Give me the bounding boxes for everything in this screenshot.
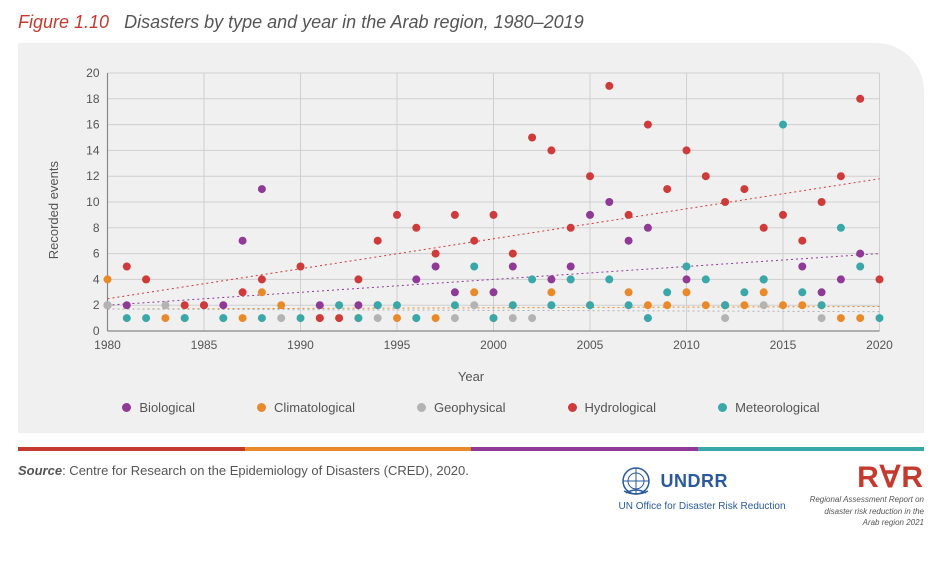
rar-sub1: Regional Assessment Report on: [810, 495, 924, 505]
logos: UNDRR UN Office for Disaster Risk Reduct…: [618, 463, 924, 528]
color-bar-segment: [471, 447, 698, 451]
svg-text:1995: 1995: [384, 338, 411, 352]
svg-text:2020: 2020: [866, 338, 893, 352]
legend-item: Meteorological: [718, 400, 820, 415]
legend-label: Hydrological: [585, 400, 657, 415]
scatter-plot: 0 2 4 6 8 10 12 14 16 18 20 1980 1985 1990 1995 2000 200…: [67, 65, 896, 355]
svg-text:2000: 2000: [480, 338, 507, 352]
svg-text:2015: 2015: [770, 338, 797, 352]
source-text: Source: Centre for Research on the Epide…: [18, 463, 469, 478]
legend-label: Climatological: [274, 400, 355, 415]
legend-item: Hydrological: [568, 400, 657, 415]
source-label: Source: [18, 463, 62, 478]
legend-item: Geophysical: [417, 400, 506, 415]
legend-dot-icon: [122, 403, 131, 412]
color-bar-segment: [698, 447, 925, 451]
legend-item: Biological: [122, 400, 195, 415]
legend-dot-icon: [718, 403, 727, 412]
undrr-name: UNDRR: [660, 471, 728, 492]
rar-logo-text: R∀R: [810, 463, 924, 493]
rar-sub2: disaster risk reduction in the: [810, 507, 924, 517]
legend-dot-icon: [568, 403, 577, 412]
chart-card: Recorded events 0 2 4 6 8 10 12 14 16 18 20 1980 198…: [18, 43, 924, 433]
svg-text:2005: 2005: [577, 338, 604, 352]
figure-text: Disasters by type and year in the Arab r…: [124, 12, 584, 32]
legend-label: Geophysical: [434, 400, 506, 415]
color-bar: [18, 447, 924, 451]
source-body: : Centre for Research on the Epidemiolog…: [62, 463, 469, 478]
svg-text:0: 0: [93, 324, 100, 338]
legend-dot-icon: [417, 403, 426, 412]
color-bar-segment: [245, 447, 472, 451]
figure-number: Figure 1.10: [18, 12, 109, 32]
svg-text:6: 6: [93, 247, 100, 261]
un-emblem-icon: [618, 463, 654, 499]
svg-text:1980: 1980: [94, 338, 121, 352]
svg-text:2010: 2010: [673, 338, 700, 352]
svg-text:18: 18: [86, 92, 100, 106]
svg-text:2: 2: [93, 298, 100, 312]
legend-item: Climatological: [257, 400, 355, 415]
legend-label: Meteorological: [735, 400, 820, 415]
y-axis-label: Recorded events: [46, 161, 61, 259]
svg-text:12: 12: [86, 169, 100, 183]
color-bar-segment: [18, 447, 245, 451]
svg-text:20: 20: [86, 66, 100, 80]
legend-dot-icon: [257, 403, 266, 412]
x-axis-label: Year: [46, 369, 896, 384]
svg-text:4: 4: [93, 272, 100, 286]
legend-label: Biological: [139, 400, 195, 415]
undrr-subtitle: UN Office for Disaster Risk Reduction: [618, 501, 785, 512]
svg-text:14: 14: [86, 143, 100, 157]
svg-text:1990: 1990: [287, 338, 314, 352]
svg-text:10: 10: [86, 195, 100, 209]
rar-logo: R∀R Regional Assessment Report on disast…: [810, 463, 924, 528]
undrr-logo: UNDRR UN Office for Disaster Risk Reduct…: [618, 463, 785, 512]
svg-text:1985: 1985: [191, 338, 218, 352]
svg-text:8: 8: [93, 221, 100, 235]
rar-sub3: Arab region 2021: [810, 518, 924, 528]
figure-title: Figure 1.10 Disasters by type and year i…: [18, 12, 924, 33]
svg-text:16: 16: [86, 118, 100, 132]
chart-legend: Biological Climatological Geophysical Hydro…: [46, 400, 896, 415]
